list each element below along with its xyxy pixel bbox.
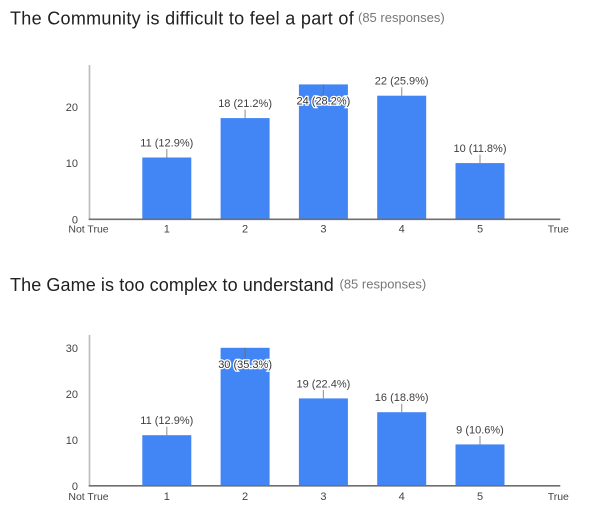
svg-text:5: 5	[477, 223, 483, 235]
svg-text:20: 20	[66, 102, 78, 114]
svg-text:10: 10	[66, 435, 78, 447]
svg-text:5: 5	[477, 491, 483, 503]
svg-text:10 (11.8%): 10 (11.8%)	[454, 143, 507, 155]
svg-text:True: True	[548, 223, 569, 235]
svg-text:10: 10	[66, 158, 78, 170]
svg-text:30: 30	[66, 343, 78, 355]
svg-text:22 (25.9%): 22 (25.9%)	[375, 76, 429, 88]
svg-text:Not True: Not True	[68, 491, 108, 503]
svg-text:19 (22.4%): 19 (22.4%)	[296, 378, 350, 390]
svg-text:3: 3	[320, 223, 326, 235]
svg-text:16 (18.8%): 16 (18.8%)	[375, 392, 429, 404]
svg-text:Not True: Not True	[68, 223, 108, 235]
svg-text:0: 0	[72, 214, 78, 226]
svg-text:30 (35.3%): 30 (35.3%)	[218, 359, 272, 371]
svg-text:(85 responses): (85 responses)	[340, 276, 427, 291]
svg-text:18 (21.2%): 18 (21.2%)	[218, 98, 272, 110]
svg-text:11 (12.9%): 11 (12.9%)	[140, 138, 193, 150]
svg-text:4: 4	[399, 491, 405, 503]
svg-text:The Community is difficult to: The Community is difficult to feel a par…	[10, 9, 355, 29]
svg-text:(85 responses): (85 responses)	[358, 10, 445, 25]
svg-text:20: 20	[66, 389, 78, 401]
svg-text:24 (28.2%): 24 (28.2%)	[296, 95, 350, 107]
svg-text:0: 0	[72, 481, 78, 493]
svg-text:1: 1	[164, 223, 170, 235]
svg-text:4: 4	[399, 223, 405, 235]
svg-text:9 (10.6%): 9 (10.6%)	[456, 424, 504, 436]
svg-text:11 (12.9%): 11 (12.9%)	[140, 415, 193, 427]
svg-text:1: 1	[164, 491, 170, 503]
svg-text:2: 2	[242, 223, 248, 235]
svg-text:True: True	[548, 491, 569, 503]
svg-text:3: 3	[320, 491, 326, 503]
svg-text:The Game is too complex to und: The Game is too complex to understand	[10, 275, 334, 295]
svg-text:2: 2	[242, 491, 248, 503]
